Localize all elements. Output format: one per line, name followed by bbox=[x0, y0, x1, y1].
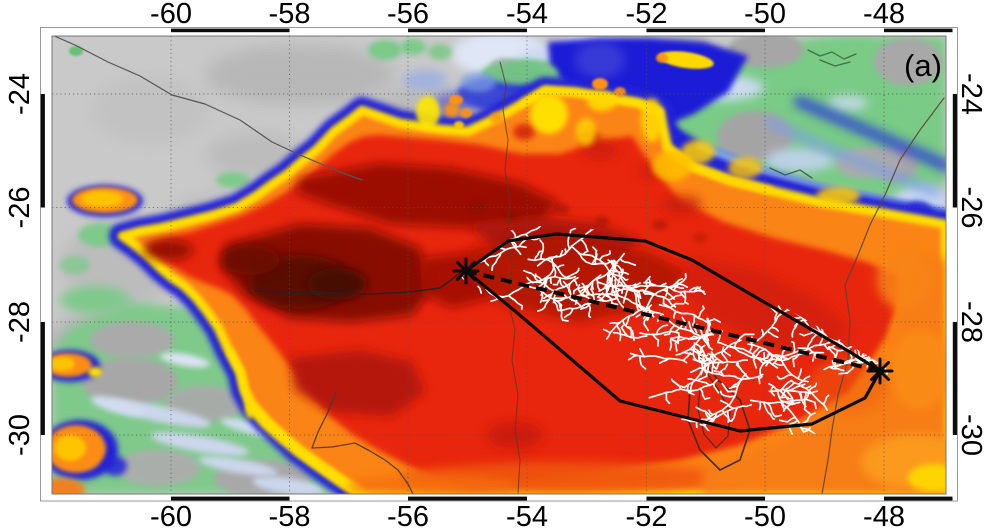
svg-text:-52: -52 bbox=[626, 0, 668, 30]
svg-text:-26: -26 bbox=[4, 187, 36, 229]
svg-text:-58: -58 bbox=[269, 0, 311, 30]
svg-text:-24: -24 bbox=[4, 73, 36, 115]
svg-text:-50: -50 bbox=[744, 0, 786, 30]
svg-text:-52: -52 bbox=[626, 501, 668, 532]
svg-text:-28: -28 bbox=[4, 301, 36, 343]
svg-text:-28: -28 bbox=[955, 301, 987, 343]
svg-text:-54: -54 bbox=[506, 0, 548, 30]
svg-text:-48: -48 bbox=[863, 0, 905, 30]
svg-text:-26: -26 bbox=[955, 187, 987, 229]
svg-text:-24: -24 bbox=[955, 73, 987, 115]
svg-text:-56: -56 bbox=[387, 0, 429, 30]
svg-text:(a): (a) bbox=[904, 48, 942, 83]
svg-text:-50: -50 bbox=[744, 501, 786, 532]
svg-text:-60: -60 bbox=[150, 0, 192, 30]
svg-text:-58: -58 bbox=[269, 501, 311, 532]
svg-text:-30: -30 bbox=[955, 414, 987, 456]
svg-text:-48: -48 bbox=[863, 501, 905, 532]
svg-text:-54: -54 bbox=[506, 501, 548, 532]
svg-text:-56: -56 bbox=[387, 501, 429, 532]
svg-text:-60: -60 bbox=[150, 501, 192, 532]
svg-text:-30: -30 bbox=[4, 414, 36, 456]
